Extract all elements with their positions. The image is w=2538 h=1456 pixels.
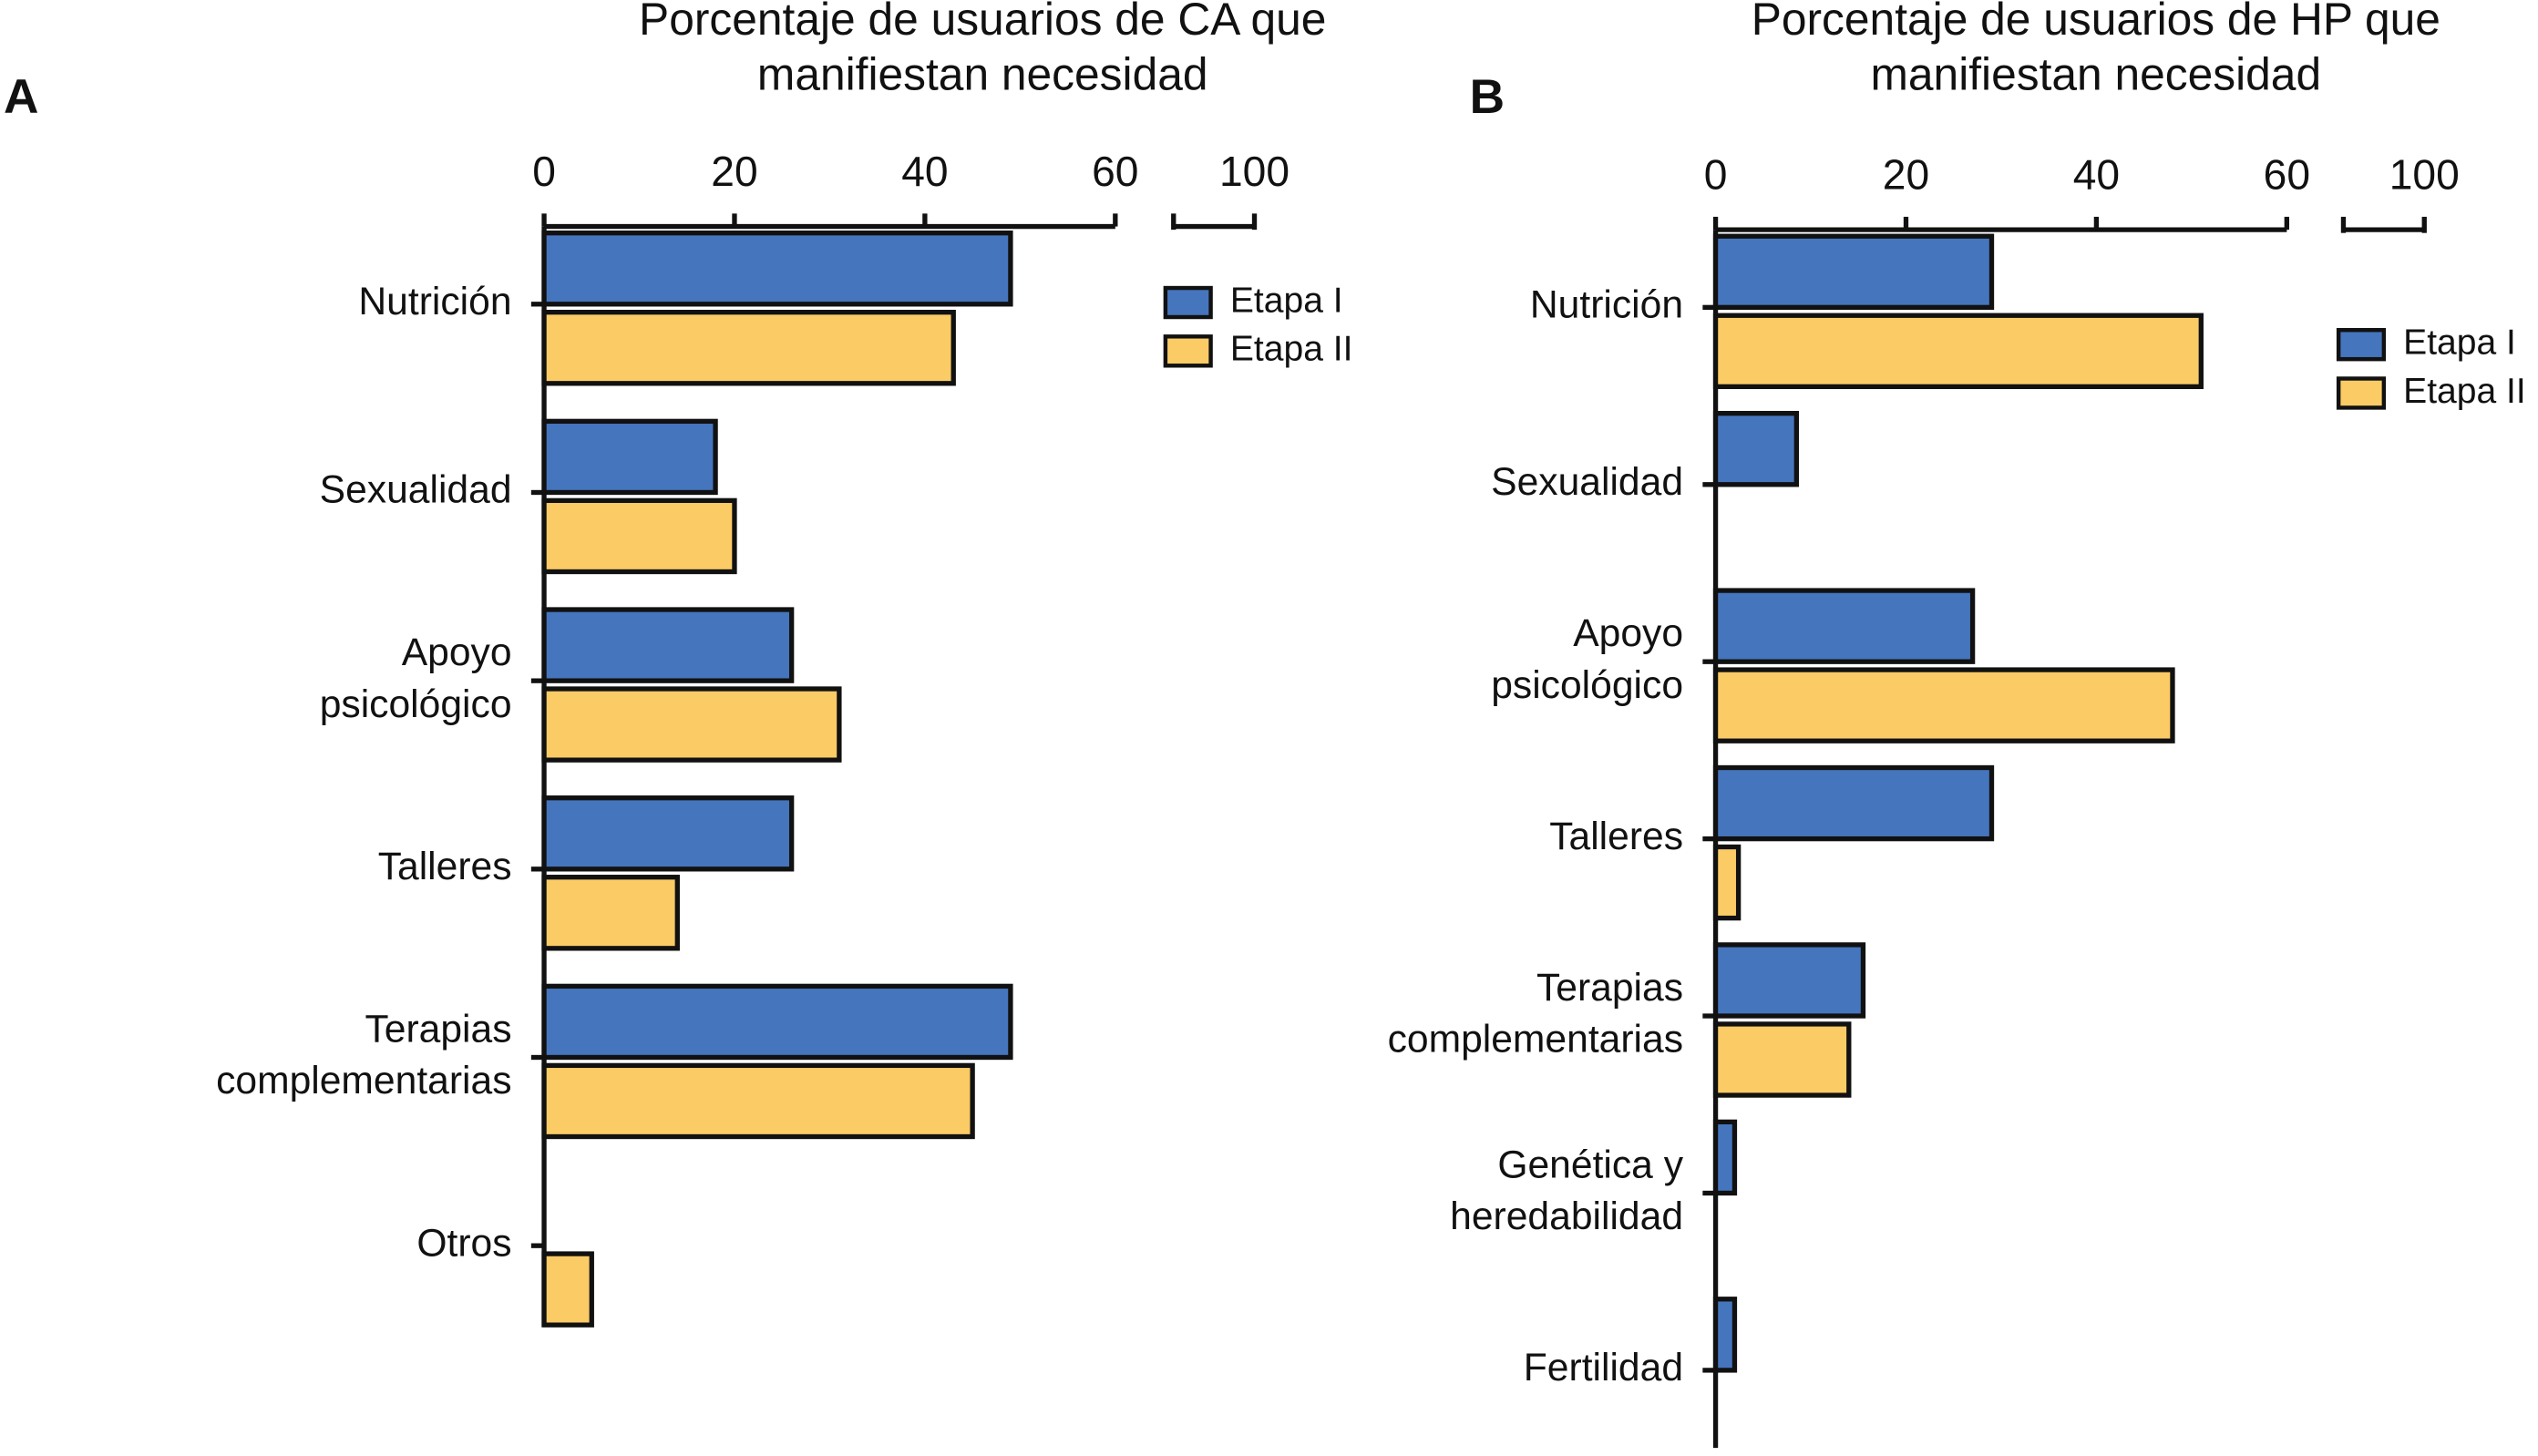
category-label: Terapias	[1536, 966, 1683, 1010]
panel-label: B	[1470, 70, 1505, 124]
legend-swatch	[1163, 285, 1213, 320]
bar	[1712, 1297, 1738, 1373]
x-tick-label: 20	[1883, 150, 1929, 198]
bar	[541, 418, 718, 496]
x-tick-label: 0	[532, 148, 556, 195]
bar	[541, 1251, 594, 1328]
category-label: Apoyo	[402, 631, 512, 674]
bar	[541, 497, 737, 575]
chart-title: Porcentaje de usuarios de HP que	[1752, 0, 2440, 45]
category-label: Nutrición	[358, 280, 511, 323]
category-label: heredabilidad	[1450, 1195, 1683, 1238]
legend-swatch	[2336, 376, 2387, 410]
chart-title: Porcentaje de usuarios de CA que	[639, 0, 1326, 45]
bar	[541, 607, 795, 683]
category-label: Genética y	[1497, 1143, 1683, 1186]
bar	[541, 231, 1013, 307]
bar	[1712, 667, 2175, 743]
category-label: psicológico	[320, 682, 512, 726]
category-label: Nutrición	[1530, 283, 1683, 327]
x-tick-label: 60	[2264, 150, 2310, 198]
category-label: Talleres	[1549, 815, 1683, 858]
chart-title: manifiestan necesidad	[757, 48, 1208, 99]
legend-label: Etapa I	[2403, 323, 2516, 363]
x-tick-label: 20	[711, 148, 757, 195]
bar	[541, 795, 795, 872]
bar	[1712, 1119, 1738, 1196]
legend-label: Etapa II	[2403, 372, 2526, 411]
bar	[1712, 313, 2204, 390]
category-label: Sexualidad	[1491, 460, 1683, 504]
bar	[541, 686, 842, 763]
legend-swatch	[2336, 327, 2387, 362]
bar	[541, 1062, 975, 1140]
bar	[1712, 233, 1995, 311]
bar	[541, 983, 1013, 1061]
bar	[1712, 410, 1800, 487]
category-label: complementarias	[1388, 1018, 1683, 1061]
bar	[1712, 942, 1866, 1019]
legend-label: Etapa II	[1230, 330, 1353, 369]
x-tick-label: 100	[1219, 148, 1290, 195]
category-label: psicológico	[1491, 663, 1683, 707]
bar	[1712, 588, 1976, 664]
x-tick-label: 100	[2389, 150, 2460, 198]
legend-swatch	[1163, 334, 1213, 368]
chart-title: manifiestan necesidad	[1871, 48, 2322, 99]
bar	[541, 875, 680, 951]
panel-label: A	[4, 70, 38, 124]
x-tick-label: 0	[1704, 150, 1728, 198]
category-label: Terapias	[365, 1007, 511, 1051]
x-tick-label: 40	[2073, 150, 2120, 198]
category-label: Sexualidad	[320, 468, 512, 512]
bar	[1712, 764, 1995, 842]
category-label: Apoyo	[1573, 611, 1683, 655]
bar	[1712, 1021, 1852, 1098]
x-tick-label: 60	[1092, 148, 1138, 195]
bar	[541, 310, 956, 386]
category-label: complementarias	[216, 1059, 511, 1102]
bar	[1712, 844, 1742, 921]
legend-label: Etapa I	[1230, 281, 1343, 320]
category-label: Fertilidad	[1524, 1346, 1683, 1389]
category-label: Otros	[416, 1221, 511, 1265]
x-tick-label: 40	[901, 148, 948, 195]
category-label: Talleres	[378, 845, 512, 888]
